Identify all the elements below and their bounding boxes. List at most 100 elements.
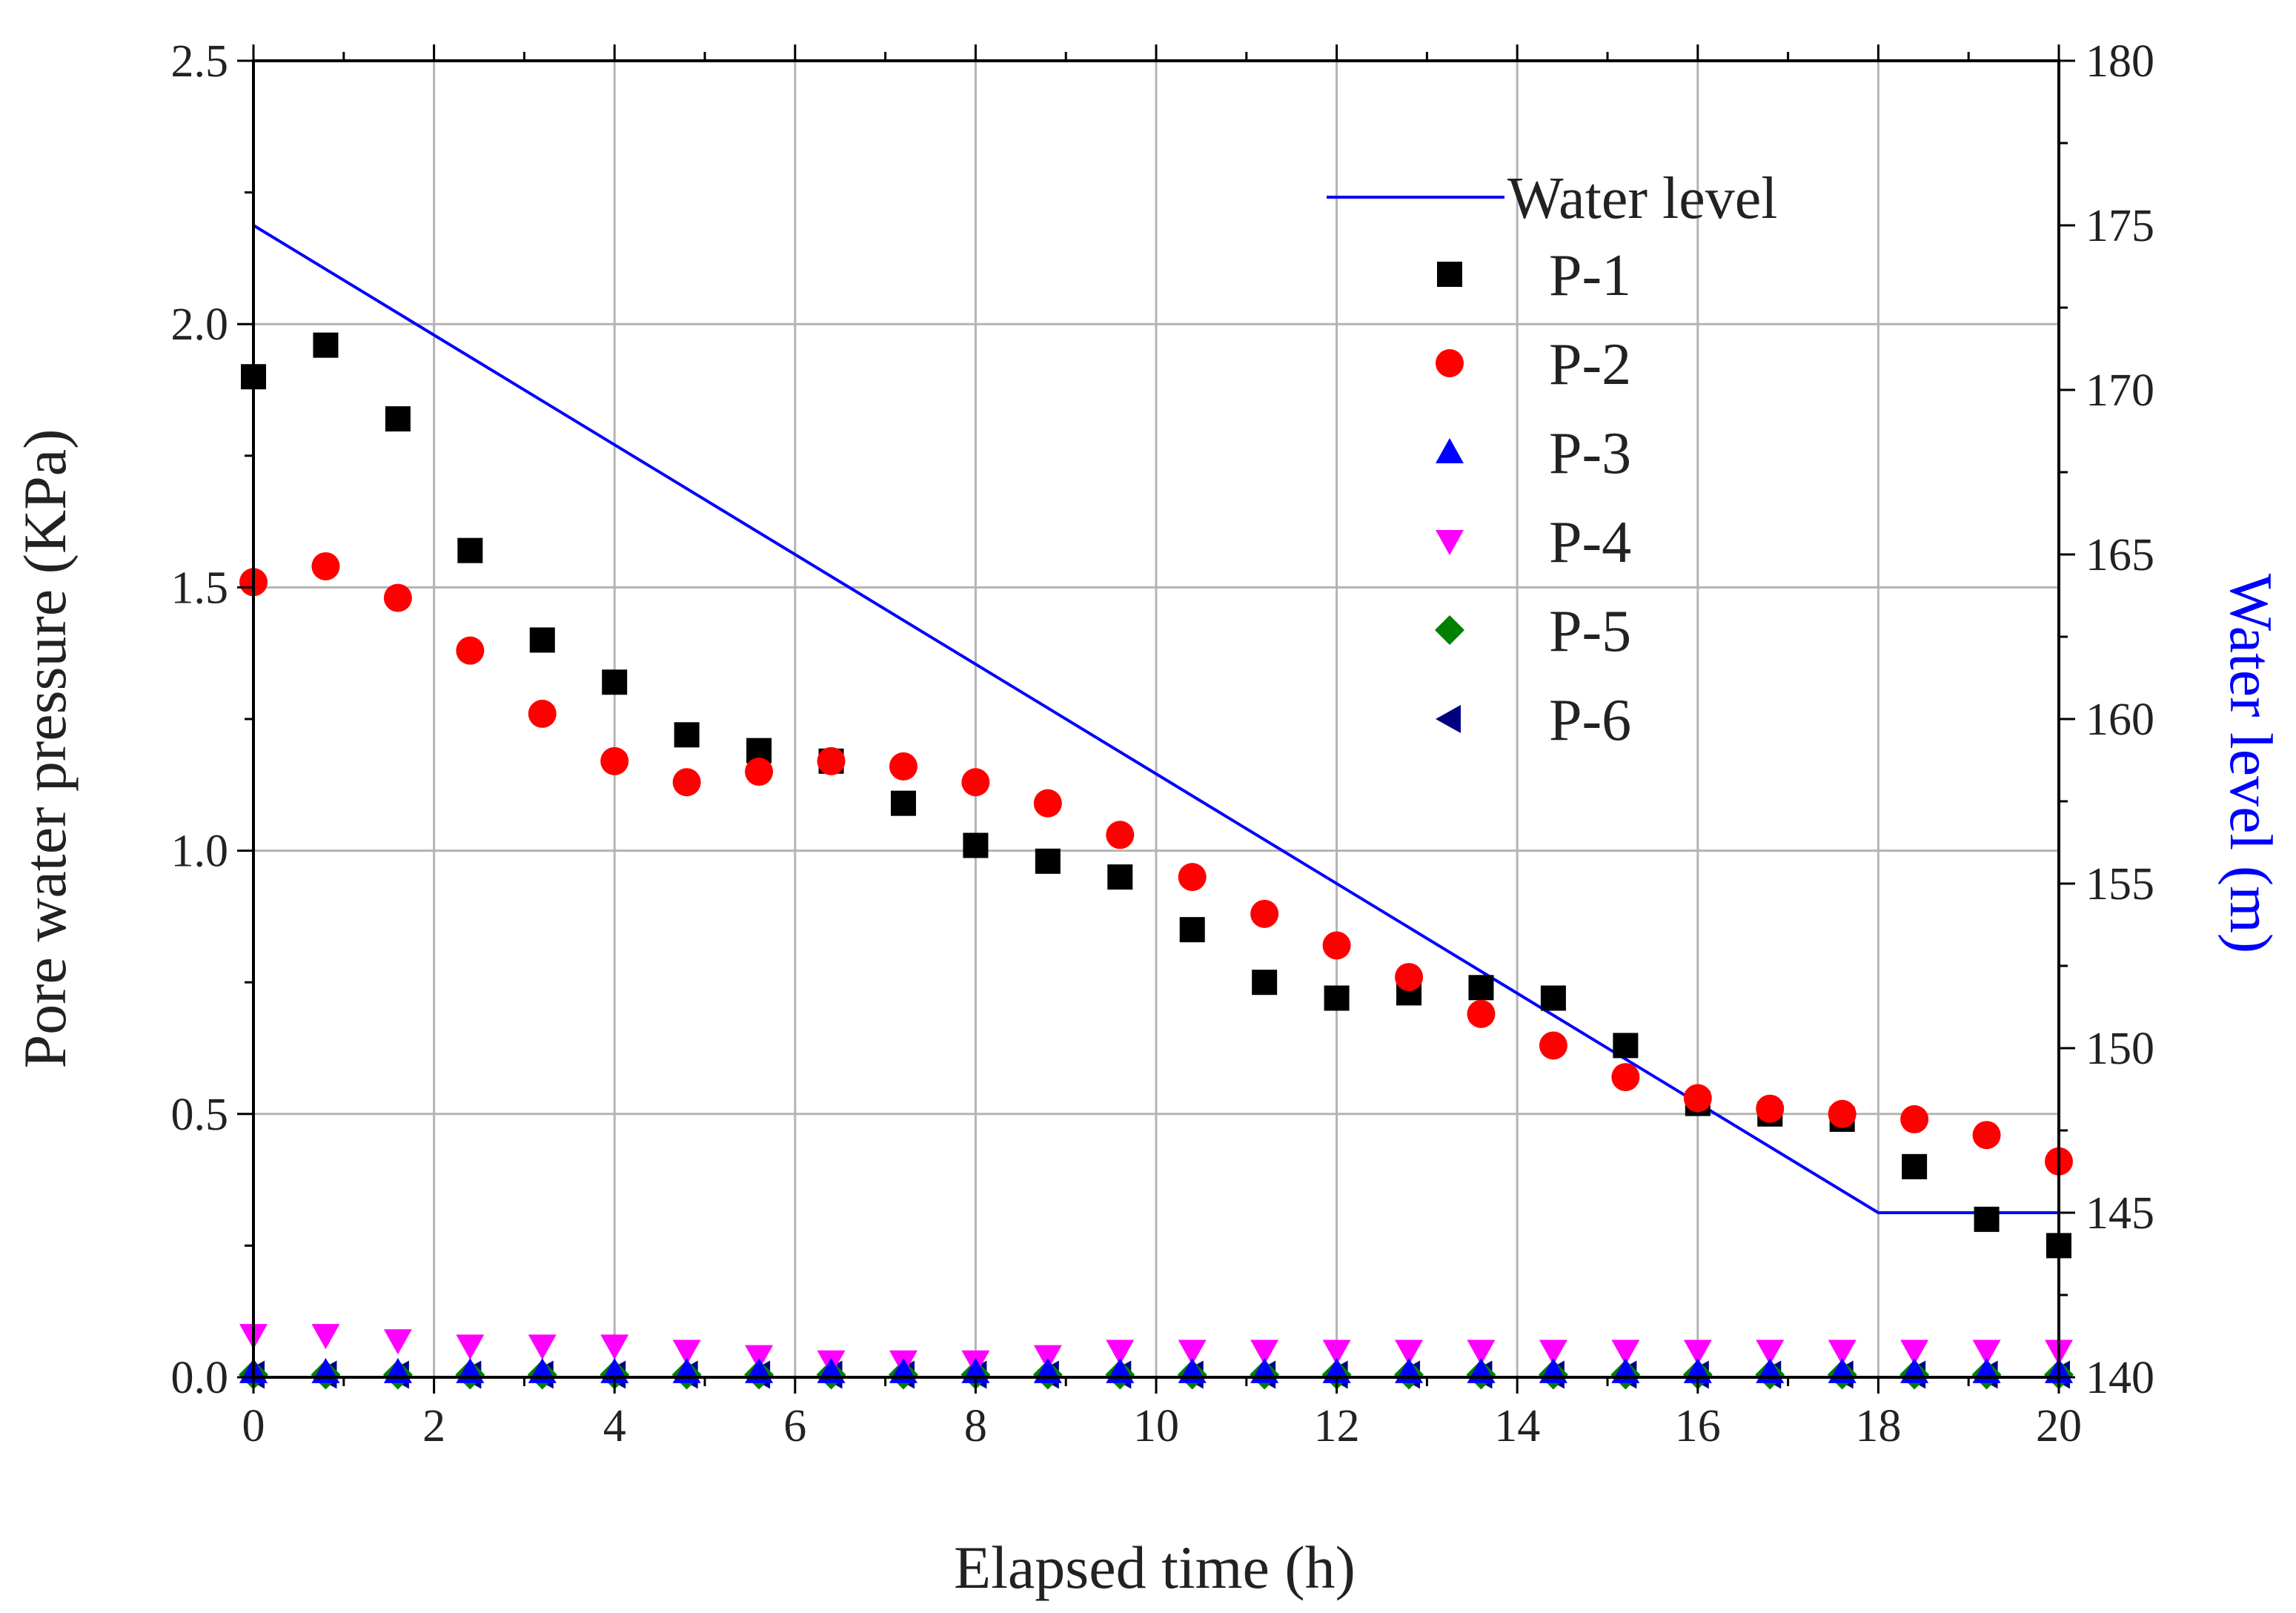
data-point-p-2 bbox=[1395, 963, 1424, 992]
data-point-p-4 bbox=[1395, 1339, 1424, 1365]
axis-ticks bbox=[237, 44, 2075, 1394]
data-point-p-4 bbox=[311, 1324, 340, 1350]
data-point-p-1 bbox=[1252, 970, 1278, 996]
data-point-p-4 bbox=[1250, 1339, 1279, 1365]
legend: Water level P-1 P-2 P-3 P-4 P-5 P-6 bbox=[1327, 166, 1777, 753]
y-tick-label: 1.5 bbox=[171, 563, 229, 613]
legend-marker-p-6 bbox=[1436, 705, 1461, 733]
data-point-p-4 bbox=[1756, 1339, 1785, 1365]
data-point-p-4 bbox=[1322, 1339, 1351, 1365]
data-point-p-4 bbox=[1178, 1339, 1207, 1365]
data-point-p-2 bbox=[961, 768, 990, 797]
legend-label-p-1: P-1 bbox=[1549, 243, 1631, 308]
data-point-p-2 bbox=[600, 746, 629, 775]
data-point-p-1 bbox=[674, 722, 700, 748]
x-tick-label: 0 bbox=[242, 1401, 265, 1451]
data-point-p-4 bbox=[1106, 1339, 1135, 1365]
data-point-p-2 bbox=[456, 636, 485, 665]
y2-tick-labels: 140 145 150 155 160 165 170 175 180 bbox=[2086, 36, 2154, 1403]
y2-tick-label: 175 bbox=[2086, 201, 2154, 251]
x-tick-label: 8 bbox=[964, 1401, 987, 1451]
data-point-p-4 bbox=[745, 1345, 774, 1371]
y-axis-title: Pore water pressure (KPa) bbox=[11, 429, 79, 1069]
y-tick-label: 0.5 bbox=[171, 1090, 229, 1140]
data-point-p-2 bbox=[383, 583, 412, 612]
data-point-p-1 bbox=[1902, 1153, 1928, 1179]
data-point-p-2 bbox=[745, 758, 774, 786]
data-point-p-1 bbox=[1540, 985, 1566, 1011]
data-point-p-2 bbox=[1900, 1104, 1929, 1133]
legend-label-p-6: P-6 bbox=[1549, 688, 1631, 753]
data-point-p-1 bbox=[963, 832, 989, 858]
legend-marker-p-1 bbox=[1437, 262, 1462, 287]
y2-tick-label: 155 bbox=[2086, 859, 2154, 910]
data-point-p-2 bbox=[1611, 1063, 1640, 1092]
y2-axis-title: Water level (m) bbox=[2217, 574, 2285, 953]
legend-label-p-5: P-5 bbox=[1549, 599, 1631, 664]
x-tick-labels: 0 2 4 6 8 10 12 14 16 18 20 bbox=[242, 1401, 2083, 1451]
data-point-p-2 bbox=[1972, 1121, 2001, 1150]
data-point-p-1 bbox=[1613, 1033, 1639, 1059]
legend-marker-p-4 bbox=[1436, 530, 1464, 555]
data-point-p-2 bbox=[1756, 1094, 1785, 1123]
x-tick-label: 2 bbox=[422, 1401, 445, 1451]
x-axis-title: Elapsed time (h) bbox=[954, 1534, 1356, 1601]
data-point-p-4 bbox=[1972, 1339, 2001, 1365]
data-point-p-2 bbox=[1178, 863, 1207, 892]
y2-tick-label: 145 bbox=[2086, 1188, 2154, 1239]
data-point-p-4 bbox=[1539, 1339, 1567, 1365]
data-point-p-2 bbox=[1828, 1099, 1857, 1128]
x-tick-label: 16 bbox=[1675, 1401, 1721, 1451]
data-point-p-1 bbox=[385, 406, 411, 432]
y2-tick-label: 170 bbox=[2086, 365, 2154, 416]
data-point-p-4 bbox=[1683, 1339, 1712, 1365]
x-tick-label: 14 bbox=[1494, 1401, 1540, 1451]
data-point-p-1 bbox=[890, 790, 916, 816]
y-tick-label: 1.0 bbox=[171, 827, 229, 877]
data-point-p-2 bbox=[311, 552, 340, 580]
data-point-p-4 bbox=[672, 1339, 701, 1365]
data-point-p-4 bbox=[1900, 1339, 1929, 1365]
data-point-p-4 bbox=[528, 1334, 557, 1360]
y-tick-label: 0.0 bbox=[171, 1353, 229, 1403]
legend-label-p-3: P-3 bbox=[1549, 421, 1631, 486]
legend-marker-p-5 bbox=[1435, 615, 1464, 645]
data-point-p-1 bbox=[457, 537, 483, 563]
y-tick-label: 2.5 bbox=[171, 36, 229, 87]
data-point-p-1 bbox=[1324, 985, 1350, 1011]
data-point-p-1 bbox=[529, 627, 555, 653]
data-point-p-2 bbox=[528, 699, 557, 728]
y2-tick-label: 140 bbox=[2086, 1353, 2154, 1403]
y2-tick-label: 150 bbox=[2086, 1024, 2154, 1074]
x-tick-label: 12 bbox=[1314, 1401, 1360, 1451]
data-point-p-2 bbox=[1322, 931, 1351, 960]
data-point-p-2 bbox=[1683, 1084, 1712, 1113]
data-point-p-4 bbox=[600, 1334, 629, 1360]
x-tick-label: 20 bbox=[2036, 1401, 2082, 1451]
x-tick-label: 4 bbox=[603, 1401, 626, 1451]
legend-marker-p-3 bbox=[1436, 438, 1464, 463]
data-point-p-4 bbox=[1611, 1339, 1640, 1365]
data-point-p-1 bbox=[1468, 975, 1494, 1001]
x-tick-label: 18 bbox=[1855, 1401, 1901, 1451]
legend-label-p-4: P-4 bbox=[1549, 510, 1631, 575]
data-point-p-2 bbox=[1467, 999, 1496, 1028]
legend-marker-p-2 bbox=[1436, 349, 1464, 377]
data-point-p-1 bbox=[602, 669, 628, 695]
y2-tick-label: 165 bbox=[2086, 530, 2154, 580]
data-point-p-1 bbox=[1035, 848, 1061, 874]
data-point-p-4 bbox=[456, 1334, 485, 1360]
x-tick-label: 10 bbox=[1133, 1401, 1179, 1451]
y2-tick-label: 180 bbox=[2086, 36, 2154, 87]
data-point-p-2 bbox=[1250, 899, 1279, 928]
data-point-p-1 bbox=[1107, 864, 1133, 890]
data-point-p-4 bbox=[383, 1329, 412, 1355]
data-point-p-2 bbox=[889, 752, 918, 781]
y-tick-labels: 0.0 0.5 1.0 1.5 2.0 2.5 bbox=[171, 36, 229, 1403]
legend-label-water-level: Water level bbox=[1507, 166, 1777, 231]
data-point-p-4 bbox=[1828, 1339, 1857, 1365]
data-point-p-4 bbox=[1033, 1345, 1062, 1371]
y2-tick-label: 160 bbox=[2086, 695, 2154, 745]
